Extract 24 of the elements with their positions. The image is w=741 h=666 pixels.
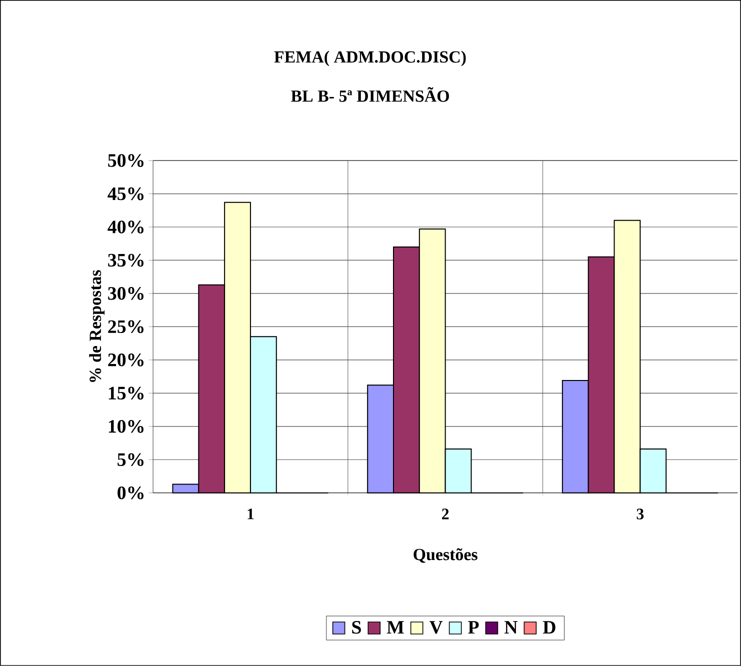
legend-label: P bbox=[468, 621, 479, 634]
x-tick-label: 3 bbox=[636, 508, 644, 520]
legend-label: S bbox=[352, 621, 361, 634]
y-tick-label: 25% bbox=[108, 320, 144, 334]
x-tick-label: 2 bbox=[442, 508, 449, 520]
chart-title: FEMA( ADM.DOC.DISC) bbox=[274, 50, 466, 66]
y-tick-label: 10% bbox=[108, 420, 144, 433]
legend-label: M bbox=[386, 621, 404, 634]
y-tick-label: 50% bbox=[108, 154, 144, 167]
y-tick-label: 5% bbox=[118, 453, 144, 466]
y-tick-label: 20% bbox=[108, 354, 144, 366]
y-tick-label: 0% bbox=[118, 486, 144, 500]
x-tick-label: 1 bbox=[248, 508, 254, 520]
chart-subtitle: BL B- 5ª DIMENSÃO bbox=[290, 87, 449, 102]
y-tick-label: 45% bbox=[108, 187, 144, 200]
x-axis-title: Questões bbox=[414, 548, 478, 563]
y-tick-label: 30% bbox=[108, 287, 144, 300]
y-tick-label: 35% bbox=[108, 254, 144, 267]
y-axis-title: % de Respostas bbox=[89, 270, 105, 382]
legend-label: N bbox=[504, 621, 518, 634]
y-tick-label: 15% bbox=[108, 386, 144, 400]
legend-label: V bbox=[429, 621, 443, 634]
legend-label: D bbox=[542, 621, 556, 634]
y-tick-label: 40% bbox=[108, 220, 144, 234]
